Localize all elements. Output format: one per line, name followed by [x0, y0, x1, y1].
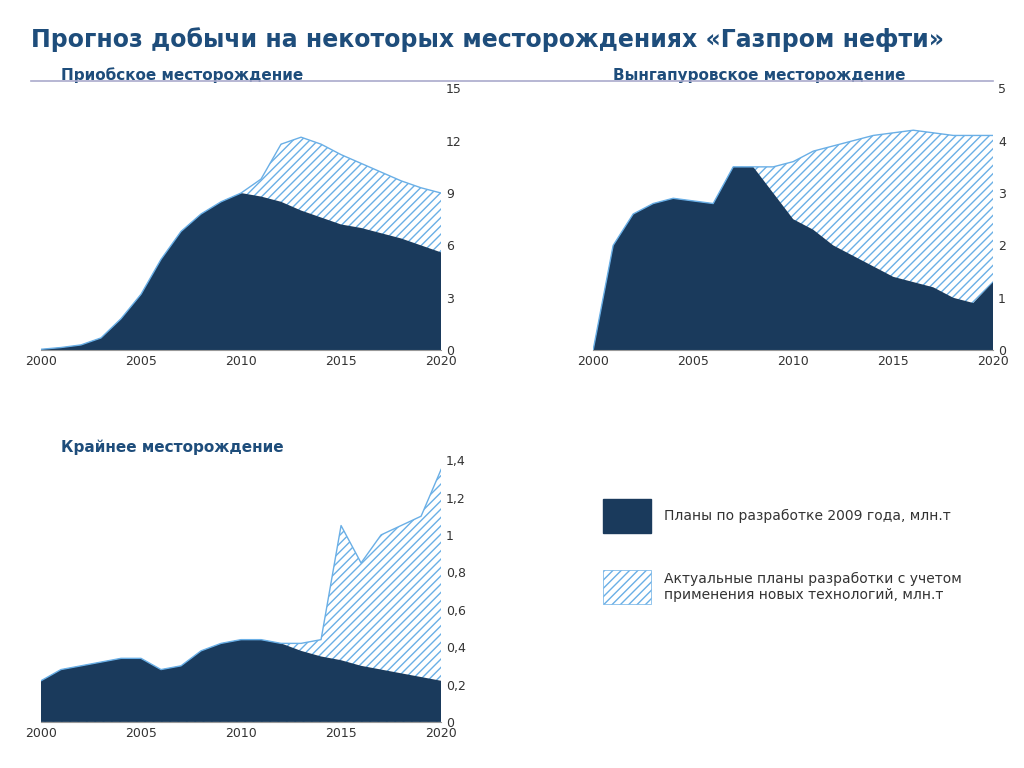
Text: Прогноз добычи на некоторых месторождениях «Газпром нефти»: Прогноз добычи на некоторых месторождени…	[31, 27, 944, 51]
Text: Приобское месторождение: Приобское месторождение	[61, 68, 303, 83]
Text: Вынгапуровское месторождение: Вынгапуровское месторождение	[613, 68, 905, 83]
Text: Крайнее месторождение: Крайнее месторождение	[61, 439, 284, 455]
Text: Планы по разработке 2009 года, млн.т: Планы по разработке 2009 года, млн.т	[664, 509, 950, 524]
Text: Актуальные планы разработки с учетом
применения новых технологий, млн.т: Актуальные планы разработки с учетом при…	[664, 572, 962, 602]
